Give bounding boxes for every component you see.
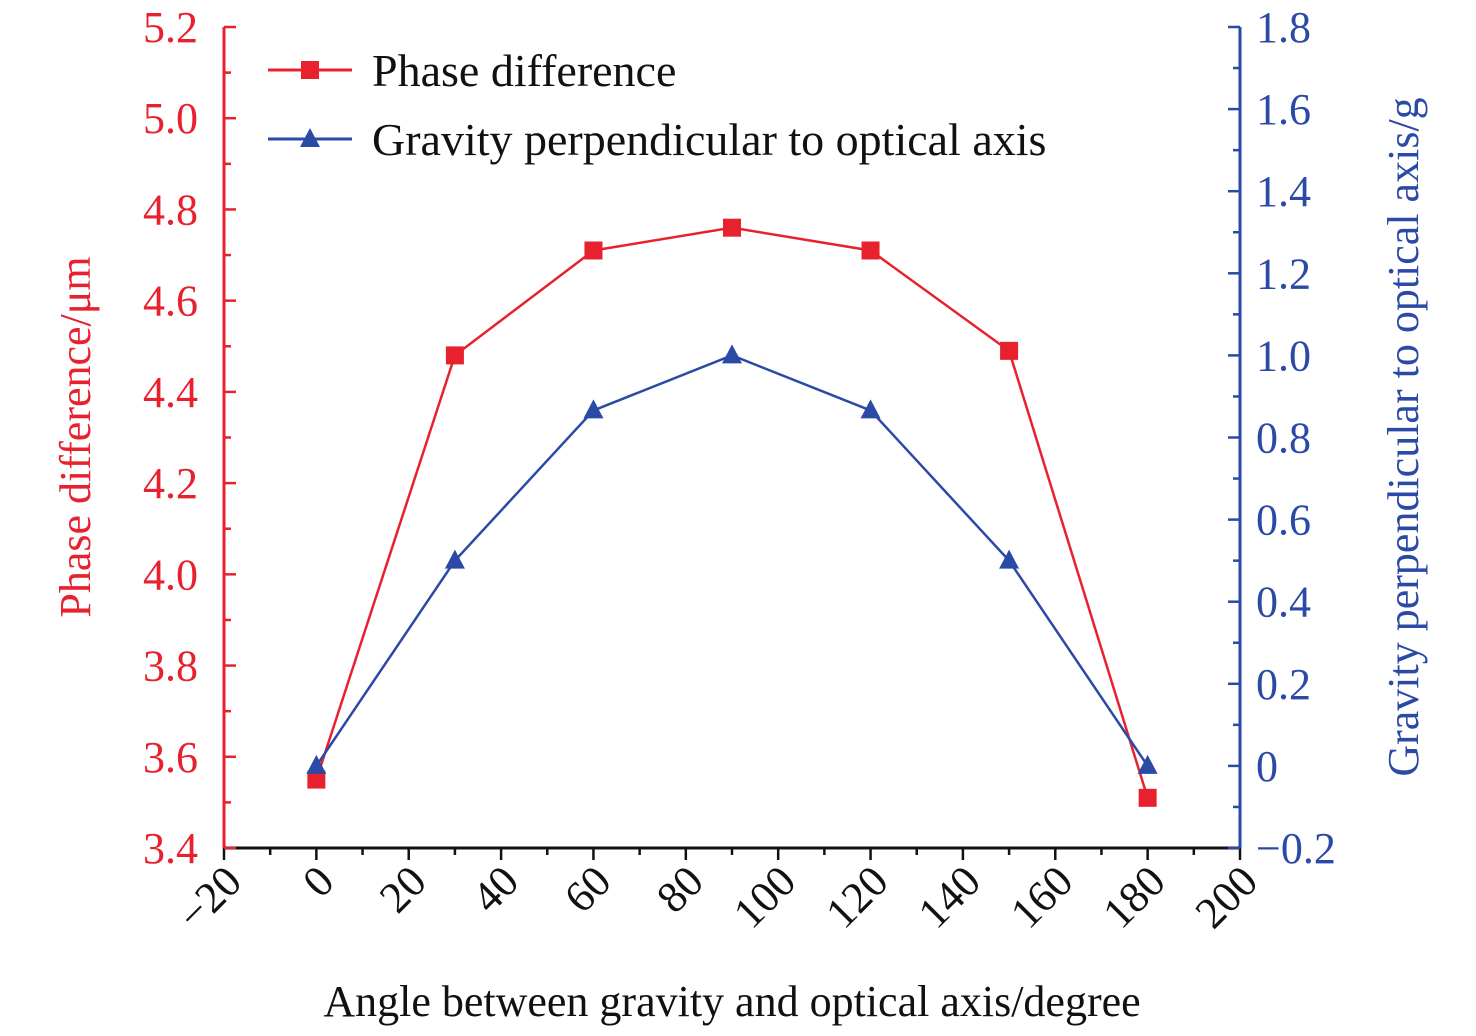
left-tick-label: 3.4 <box>143 824 198 873</box>
left-axis-title: Phase difference/μm <box>51 256 100 617</box>
x-tick-label: 120 <box>816 856 897 937</box>
x-tick-label: 180 <box>1093 856 1174 937</box>
x-tick-label: 0 <box>293 856 343 906</box>
right-tick-label: −0.2 <box>1256 824 1336 873</box>
data-point-gravity <box>1137 754 1158 774</box>
data-point-gravity <box>444 549 465 569</box>
x-tick-label: 100 <box>724 856 805 937</box>
right-tick-label: 1.6 <box>1256 85 1311 134</box>
legend-item-gravity: Gravity perpendicular to optical axis <box>268 114 1046 165</box>
legend-marker-square <box>301 61 319 79</box>
left-tick-label: 4.8 <box>143 185 198 234</box>
x-axis-title: Angle between gravity and optical axis/d… <box>323 977 1140 1026</box>
legend: Phase difference Gravity perpendicular t… <box>268 45 1046 165</box>
right-tick-label: 1.2 <box>1256 249 1311 298</box>
right-tick-label: 0.2 <box>1256 660 1311 709</box>
x-tick-label: 140 <box>909 856 990 937</box>
right-tick-label: 1.0 <box>1256 331 1311 380</box>
data-point-phase-difference <box>723 218 741 237</box>
left-tick-label: 3.8 <box>143 642 198 691</box>
right-axis-ticks: −0.2 0 0.2 0.4 0.6 0.8 1.0 1.2 1.4 1.6 1.8 <box>1228 3 1336 873</box>
series-line-gravity <box>315 354 1149 767</box>
x-tick-label: 200 <box>1186 856 1267 937</box>
data-point-phase-difference <box>1138 788 1157 807</box>
left-tick-label: 4.0 <box>143 550 198 599</box>
data-point-gravity <box>999 549 1020 569</box>
left-tick-label: 4.2 <box>143 459 198 508</box>
right-tick-label: 0.8 <box>1256 414 1311 463</box>
left-axis-ticks: 3.4 3.6 3.8 4.0 4.2 4.4 4.6 4.8 5.0 5.2 <box>143 3 236 873</box>
right-tick-label: 0 <box>1256 742 1278 791</box>
data-point-phase-difference <box>584 241 603 260</box>
data-point-phase-difference <box>861 241 880 260</box>
right-tick-label: 1.8 <box>1256 3 1311 52</box>
left-tick-label: 5.2 <box>143 3 198 52</box>
right-axis-title: Gravity perpendicular to optical axis/g <box>1379 97 1428 776</box>
legend-label-phase-difference: Phase difference <box>372 45 676 96</box>
x-tick-label: 60 <box>555 856 621 922</box>
series-layer <box>306 218 1158 807</box>
x-tick-label: 80 <box>647 856 713 922</box>
x-tick-label: 40 <box>462 856 528 922</box>
left-tick-label: 3.6 <box>143 733 198 782</box>
data-point-gravity <box>722 344 742 364</box>
legend-label-gravity: Gravity perpendicular to optical axis <box>372 114 1046 165</box>
data-point-phase-difference <box>307 770 326 789</box>
right-tick-label: 1.4 <box>1256 167 1311 216</box>
data-point-gravity <box>860 399 881 419</box>
data-point-gravity <box>306 754 327 774</box>
x-tick-label: 20 <box>370 856 436 922</box>
data-point-gravity <box>583 399 604 419</box>
right-tick-label: 0.4 <box>1256 578 1311 627</box>
x-tick-label: 160 <box>1001 856 1082 937</box>
data-point-phase-difference <box>1000 341 1019 360</box>
legend-item-phase-difference: Phase difference <box>268 45 676 96</box>
right-tick-label: 0.6 <box>1256 496 1311 545</box>
left-tick-label: 4.4 <box>143 368 198 417</box>
legend-marker-triangle <box>300 128 320 147</box>
data-point-phase-difference <box>445 346 464 365</box>
left-tick-label: 4.6 <box>143 277 198 326</box>
x-axis-ticks: −20 0 20 40 60 80 100 120 140 160 180 200 <box>168 848 1267 940</box>
left-tick-label: 5.0 <box>143 94 198 143</box>
series-line-phase-difference <box>315 226 1149 799</box>
